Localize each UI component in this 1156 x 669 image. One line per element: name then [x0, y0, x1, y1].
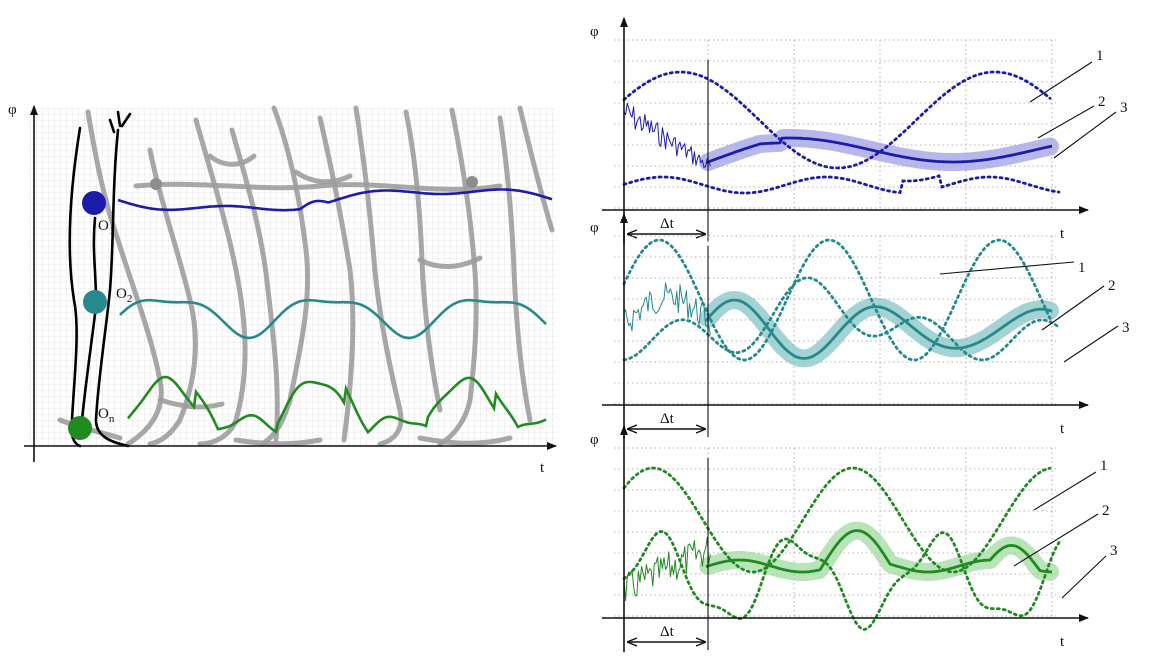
- right-panel-2-callout-1-leader: [939, 261, 1075, 275]
- right-panel-3-callout-2-leader: [1013, 513, 1099, 567]
- right-panel-2-callout-2: 2: [1108, 278, 1116, 294]
- right-panel-1-mean-curve: [705, 136, 1053, 165]
- right-panel-1-upper-curve: [622, 70, 1052, 170]
- right-panel-1-interval-label: Δt: [660, 216, 675, 232]
- right-panel-3-x-axis-label: t: [1060, 634, 1065, 650]
- right-panel-1: Δt φ t 1 2 3: [590, 17, 1128, 244]
- right-panel-2-callout-3-leader: [1063, 325, 1119, 363]
- right-panel-3-interval-label: Δt: [660, 624, 675, 640]
- right-panel-1-callout-1-leader: [1029, 61, 1093, 103]
- right-panel-3: Δt φ t 1 2 3: [590, 425, 1118, 652]
- left-x-axis-label: t: [540, 460, 545, 476]
- right-panel-1-y-axis-label: φ: [590, 24, 599, 40]
- right-panel-2-grid: [614, 235, 1056, 405]
- right-panel-3-callout-2: 2: [1102, 503, 1110, 519]
- right-panel-2-callout-2-leader: [1041, 285, 1105, 331]
- left-panel: O1 O2 On φ t: [8, 102, 557, 476]
- right-panel-1-callout-2: 2: [1098, 94, 1106, 110]
- right-panel-1-x-axis-label: t: [1060, 226, 1065, 242]
- right-panel-1-callout-1: 1: [1096, 48, 1104, 64]
- joint-o2-marker: [83, 290, 107, 314]
- right-panel-2-lower-curve: [622, 276, 1061, 362]
- left-y-axis-label: φ: [8, 102, 17, 118]
- right-panel-3-mean-curve: [705, 529, 1053, 574]
- right-panel-1-callout-3: 3: [1120, 100, 1128, 116]
- joint-on-label: On: [98, 406, 115, 425]
- gait-sketch-background: [57, 105, 555, 447]
- right-panel-1-grid: [614, 39, 1056, 210]
- right-panel-3-upper-curve: [622, 466, 1052, 574]
- right-panel-2-callout-1: 1: [1078, 260, 1086, 276]
- right-panel-3-callout-3: 3: [1110, 543, 1118, 559]
- right-panel-2-callout-3: 3: [1122, 320, 1130, 336]
- right-panel-2-upper-curve: [622, 238, 1052, 362]
- joint-on-trace: [126, 375, 547, 435]
- right-panel-2-y-axis-label: φ: [590, 220, 599, 236]
- right-panel-2-noisy-signal: [623, 282, 711, 335]
- right-panel-3-noisy-signal: [623, 536, 711, 601]
- right-panel-3-callout-3-leader: [1061, 555, 1107, 599]
- joint-o1-label: O1: [98, 218, 114, 237]
- joint-o1-marker: [82, 191, 106, 215]
- right-panel-3-callout-1-leader: [1033, 471, 1097, 511]
- joint-o1-trace: [117, 188, 553, 212]
- right-panel-3-lower-curve: [622, 530, 1061, 631]
- right-panel-1-lower-curve: [622, 174, 1061, 195]
- right-panel-2: Δt φ t 1 2 3: [590, 213, 1130, 439]
- right-panel-1-callout-2-leader: [1037, 105, 1095, 139]
- joint-o2-trace: [119, 298, 547, 340]
- right-panel-1-callout-3-leader: [1053, 111, 1117, 159]
- right-panel-2-interval-label: Δt: [660, 411, 675, 427]
- right-panel-2-mean-curve: [704, 298, 1053, 360]
- joint-on-marker: [68, 416, 92, 440]
- right-panel-2-x-axis-label: t: [1060, 421, 1065, 437]
- right-panel-3-y-axis-label: φ: [590, 432, 599, 448]
- right-panel-3-callout-1: 1: [1100, 458, 1108, 474]
- right-panel-1-noisy-signal: [623, 102, 711, 168]
- joint-o2-label: O2: [116, 286, 132, 305]
